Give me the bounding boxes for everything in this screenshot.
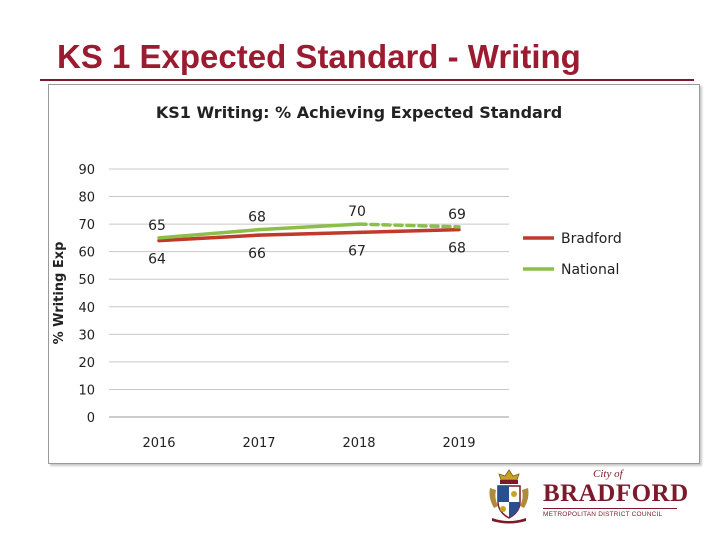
data-label-national: 68 bbox=[248, 210, 266, 226]
data-label-bradford: 64 bbox=[148, 252, 166, 268]
data-label-bradford: 66 bbox=[248, 246, 266, 262]
y-tick-label: 40 bbox=[78, 301, 95, 316]
data-label-national: 69 bbox=[448, 207, 466, 223]
logo-subtitle: METROPOLITAN DISTRICT COUNCIL bbox=[543, 511, 663, 518]
series-bradford-segment bbox=[157, 233, 261, 243]
y-tick-label: 70 bbox=[78, 218, 95, 233]
y-tick-label: 30 bbox=[78, 328, 95, 343]
y-tick-label: 80 bbox=[78, 191, 95, 206]
series-national-segment bbox=[257, 222, 361, 232]
x-tick-label: 2018 bbox=[342, 436, 375, 451]
data-label-national: 65 bbox=[148, 218, 166, 234]
x-tick-label: 2019 bbox=[442, 436, 475, 451]
line-chart: KS1 Writing: % Achieving Expected Standa… bbox=[52, 103, 622, 451]
chart-frame: KS1 Writing: % Achieving Expected Standa… bbox=[48, 84, 700, 464]
logo-rule bbox=[543, 508, 677, 509]
series-bradford-segment bbox=[257, 230, 361, 237]
logo-name: BRADFORD bbox=[543, 480, 689, 507]
legend-label-national: National bbox=[561, 262, 619, 278]
legend-label-bradford: Bradford bbox=[561, 231, 622, 247]
y-axis-title: % Writing Exp bbox=[52, 242, 67, 345]
bradford-council-logo: City of BRADFORD METROPOLITAN DISTRICT C… bbox=[486, 466, 689, 526]
x-tick-label: 2017 bbox=[242, 436, 275, 451]
series-national-segment bbox=[157, 227, 261, 240]
chart-title: KS1 Writing: % Achieving Expected Standa… bbox=[156, 103, 562, 122]
data-label-bradford: 68 bbox=[448, 241, 466, 257]
x-tick-label: 2016 bbox=[142, 436, 175, 451]
y-tick-label: 10 bbox=[78, 383, 95, 398]
slide-title: KS 1 Expected Standard - Writing bbox=[57, 38, 581, 75]
y-tick-label: 50 bbox=[78, 273, 95, 288]
y-tick-label: 20 bbox=[78, 356, 95, 371]
series-bradford-segment bbox=[357, 227, 461, 235]
logo-city-of: City of bbox=[593, 468, 623, 480]
y-tick-label: 90 bbox=[78, 163, 95, 178]
series-national-segment bbox=[357, 222, 461, 229]
data-label-national: 70 bbox=[348, 204, 366, 220]
coat-of-arms-icon bbox=[489, 469, 529, 524]
y-tick-label: 60 bbox=[78, 246, 95, 261]
y-tick-label: 0 bbox=[87, 411, 95, 426]
title-underline bbox=[40, 79, 694, 81]
data-label-bradford: 67 bbox=[348, 243, 366, 259]
